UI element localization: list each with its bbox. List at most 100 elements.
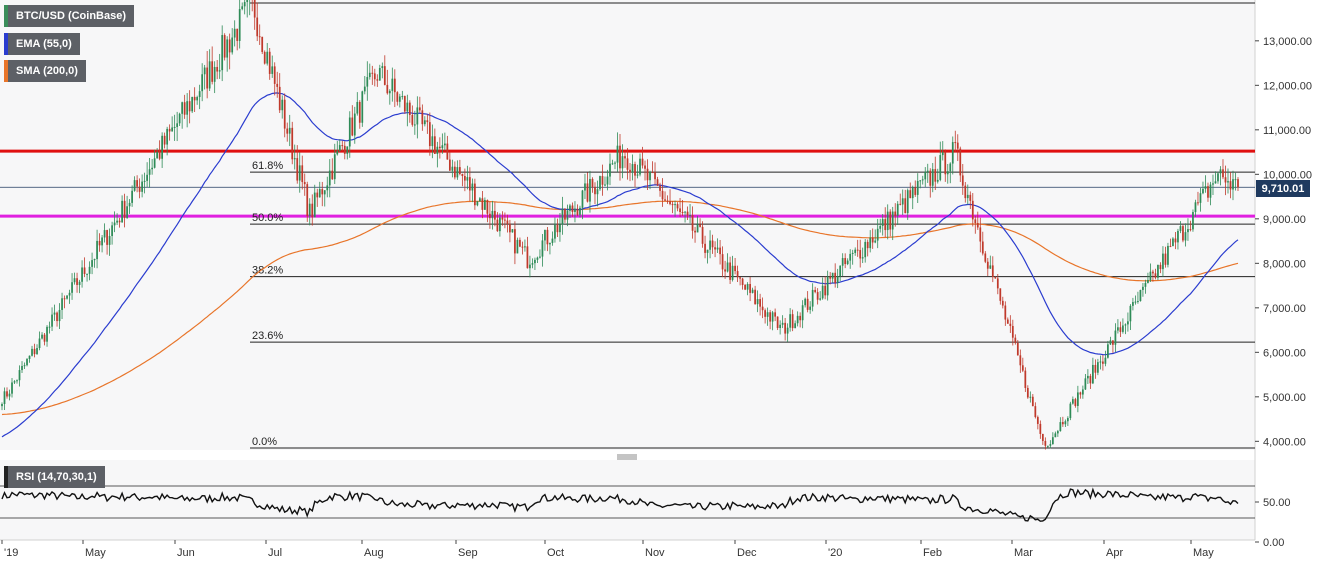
candle: [661, 178, 664, 207]
candle-body: [298, 165, 301, 181]
candle: [393, 69, 396, 108]
candle-body: [664, 199, 666, 201]
candle: [1202, 181, 1204, 195]
rsi-line: [1, 487, 1239, 522]
candle-body: [934, 169, 937, 182]
candle-body: [626, 158, 629, 170]
candle: [51, 307, 53, 331]
candle-body: [408, 102, 411, 115]
candle-body: [1152, 271, 1154, 274]
candle-body: [561, 208, 564, 225]
candle-body: [604, 184, 606, 186]
candle-body: [706, 249, 709, 253]
candle-body: [1174, 238, 1177, 243]
candle: [709, 230, 711, 259]
candle: [516, 237, 519, 254]
candle-body: [458, 167, 461, 174]
candle-body: [611, 163, 614, 165]
candle: [1139, 289, 1142, 302]
candle-body: [3, 391, 6, 404]
candle-body: [991, 265, 994, 278]
candle: [676, 202, 679, 212]
candle: [1189, 220, 1192, 232]
candle-body: [1031, 396, 1034, 407]
symbol-legend[interactable]: BTC/USD (CoinBase): [4, 5, 135, 27]
candle: [546, 227, 549, 252]
candle: [714, 241, 716, 258]
candle-body: [959, 148, 962, 176]
candle-body: [829, 276, 832, 279]
candle: [333, 143, 336, 184]
candle: [981, 231, 984, 256]
candle: [901, 189, 904, 215]
candle: [519, 237, 521, 248]
candle-body: [974, 219, 977, 224]
candle-body: [311, 203, 314, 218]
candle-body: [531, 263, 534, 265]
candle-body: [779, 324, 782, 329]
rsi-legend[interactable]: RSI (14,70,30,1): [4, 466, 105, 488]
candle-body: [313, 192, 316, 218]
candle: [356, 92, 359, 116]
candle-body: [341, 145, 344, 147]
ema-legend[interactable]: EMA (55,0): [4, 33, 80, 55]
candle-body: [691, 214, 694, 231]
candle: [261, 36, 264, 55]
candle: [236, 28, 239, 51]
candle: [481, 190, 484, 219]
candle-body: [208, 61, 211, 89]
candle-body: [233, 28, 236, 38]
candle-body: [1051, 437, 1054, 445]
candle-body: [436, 146, 439, 154]
candle-body: [403, 96, 406, 112]
candle: [196, 95, 199, 105]
candle-body: [976, 223, 979, 228]
candle-body: [771, 312, 774, 322]
candle: [208, 49, 211, 92]
candle-body: [1009, 323, 1012, 326]
candle: [836, 268, 839, 289]
candle: [368, 63, 371, 80]
candle: [579, 205, 581, 218]
candle-body: [729, 262, 731, 280]
panel-divider-handle[interactable]: [617, 454, 637, 460]
candle: [101, 234, 103, 253]
fib-level-label: 23.6%: [252, 330, 283, 342]
candle-body: [131, 190, 133, 203]
candle: [336, 141, 339, 156]
candle-body: [471, 183, 474, 191]
y-tick-label: 9,000.00: [1263, 214, 1306, 226]
candle-body: [333, 154, 336, 180]
candle-body: [629, 169, 631, 173]
candle-body: [378, 68, 381, 81]
candle: [996, 274, 999, 295]
candle-body: [509, 223, 511, 233]
candle-body: [1061, 422, 1064, 425]
candle: [864, 239, 867, 263]
sma-legend[interactable]: SMA (200,0): [4, 60, 86, 82]
candle-body: [328, 170, 331, 186]
candle: [1194, 199, 1197, 217]
candle-body: [871, 237, 874, 243]
candle: [739, 276, 741, 286]
candle-body: [176, 123, 179, 127]
candle-body: [689, 214, 691, 216]
candle-body: [864, 241, 867, 258]
candle: [504, 212, 506, 229]
candle-body: [358, 101, 361, 123]
candle: [116, 213, 118, 225]
candle: [1009, 315, 1012, 333]
candle-body: [1024, 370, 1027, 388]
candle-body: [53, 312, 56, 315]
rsi-tick-label: 50.00: [1263, 497, 1291, 509]
candle-body: [291, 127, 294, 160]
candle: [36, 344, 38, 355]
candle: [353, 106, 356, 144]
candle-body: [126, 206, 128, 218]
candle: [534, 257, 536, 270]
candle: [6, 387, 8, 399]
candle: [751, 287, 754, 294]
candle: [391, 67, 394, 102]
candle: [1184, 223, 1187, 247]
